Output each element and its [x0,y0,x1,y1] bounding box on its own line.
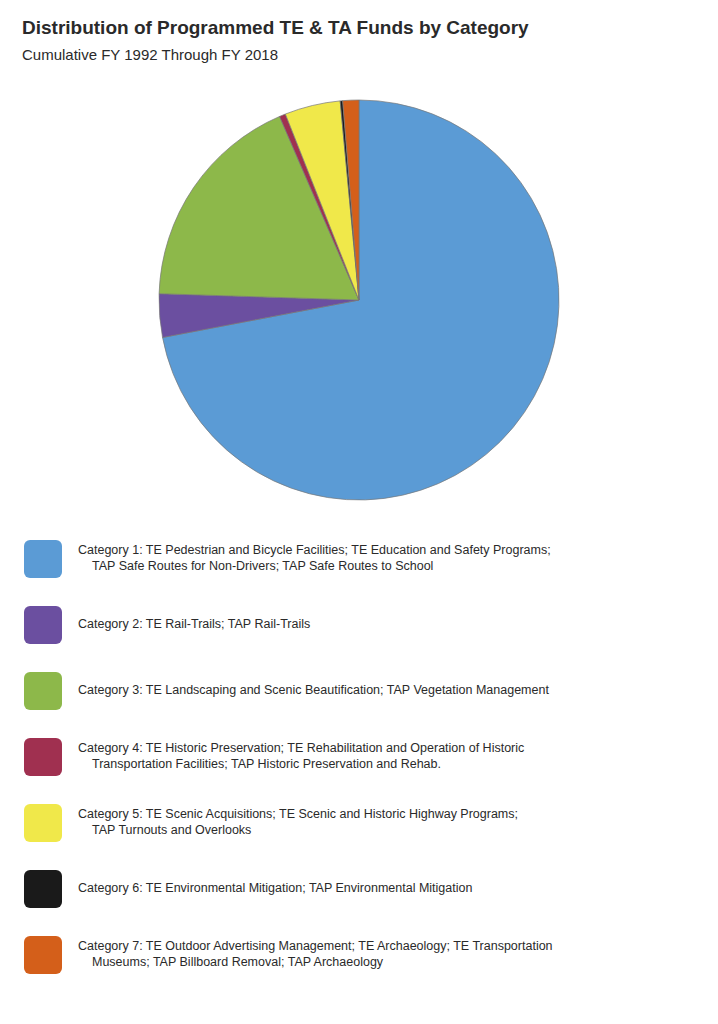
legend-label: Category 4: TE Historic Preservation; TE… [78,741,524,771]
legend-swatch [24,738,62,776]
pie [159,100,559,500]
pie-slice [340,101,359,300]
chart: Distribution of Programmed TE & TA Funds… [0,0,718,1024]
legend-label: Category 1: TE Pedestrian and Bicycle Fa… [78,543,551,573]
pie-slice [285,101,359,300]
legend-label: Category 3: TE Landscaping and Scenic Be… [78,683,549,697]
legend-label: Category 2: TE Rail-Trails; TAP Rail-Tra… [78,617,310,631]
legend-swatch [24,672,62,710]
pie-slice [343,100,359,300]
legend: Category 1: TE Pedestrian and Bicycle Fa… [24,540,553,974]
pie-slice [159,294,359,338]
legend-label: Category 6: TE Environmental Mitigation;… [78,881,472,895]
title: Distribution of Programmed TE & TA Funds… [22,17,529,38]
legend-swatch [24,606,62,644]
legend-label: Category 5: TE Scenic Acquisitions; TE S… [78,807,518,837]
subtitle: Cumulative FY 1992 Through FY 2018 [22,46,278,63]
legend-label: Category 7: TE Outdoor Advertising Manag… [78,939,553,969]
legend-swatch [24,870,62,908]
legend-swatch [24,804,62,842]
legend-swatch [24,936,62,974]
legend-swatch [24,540,62,578]
